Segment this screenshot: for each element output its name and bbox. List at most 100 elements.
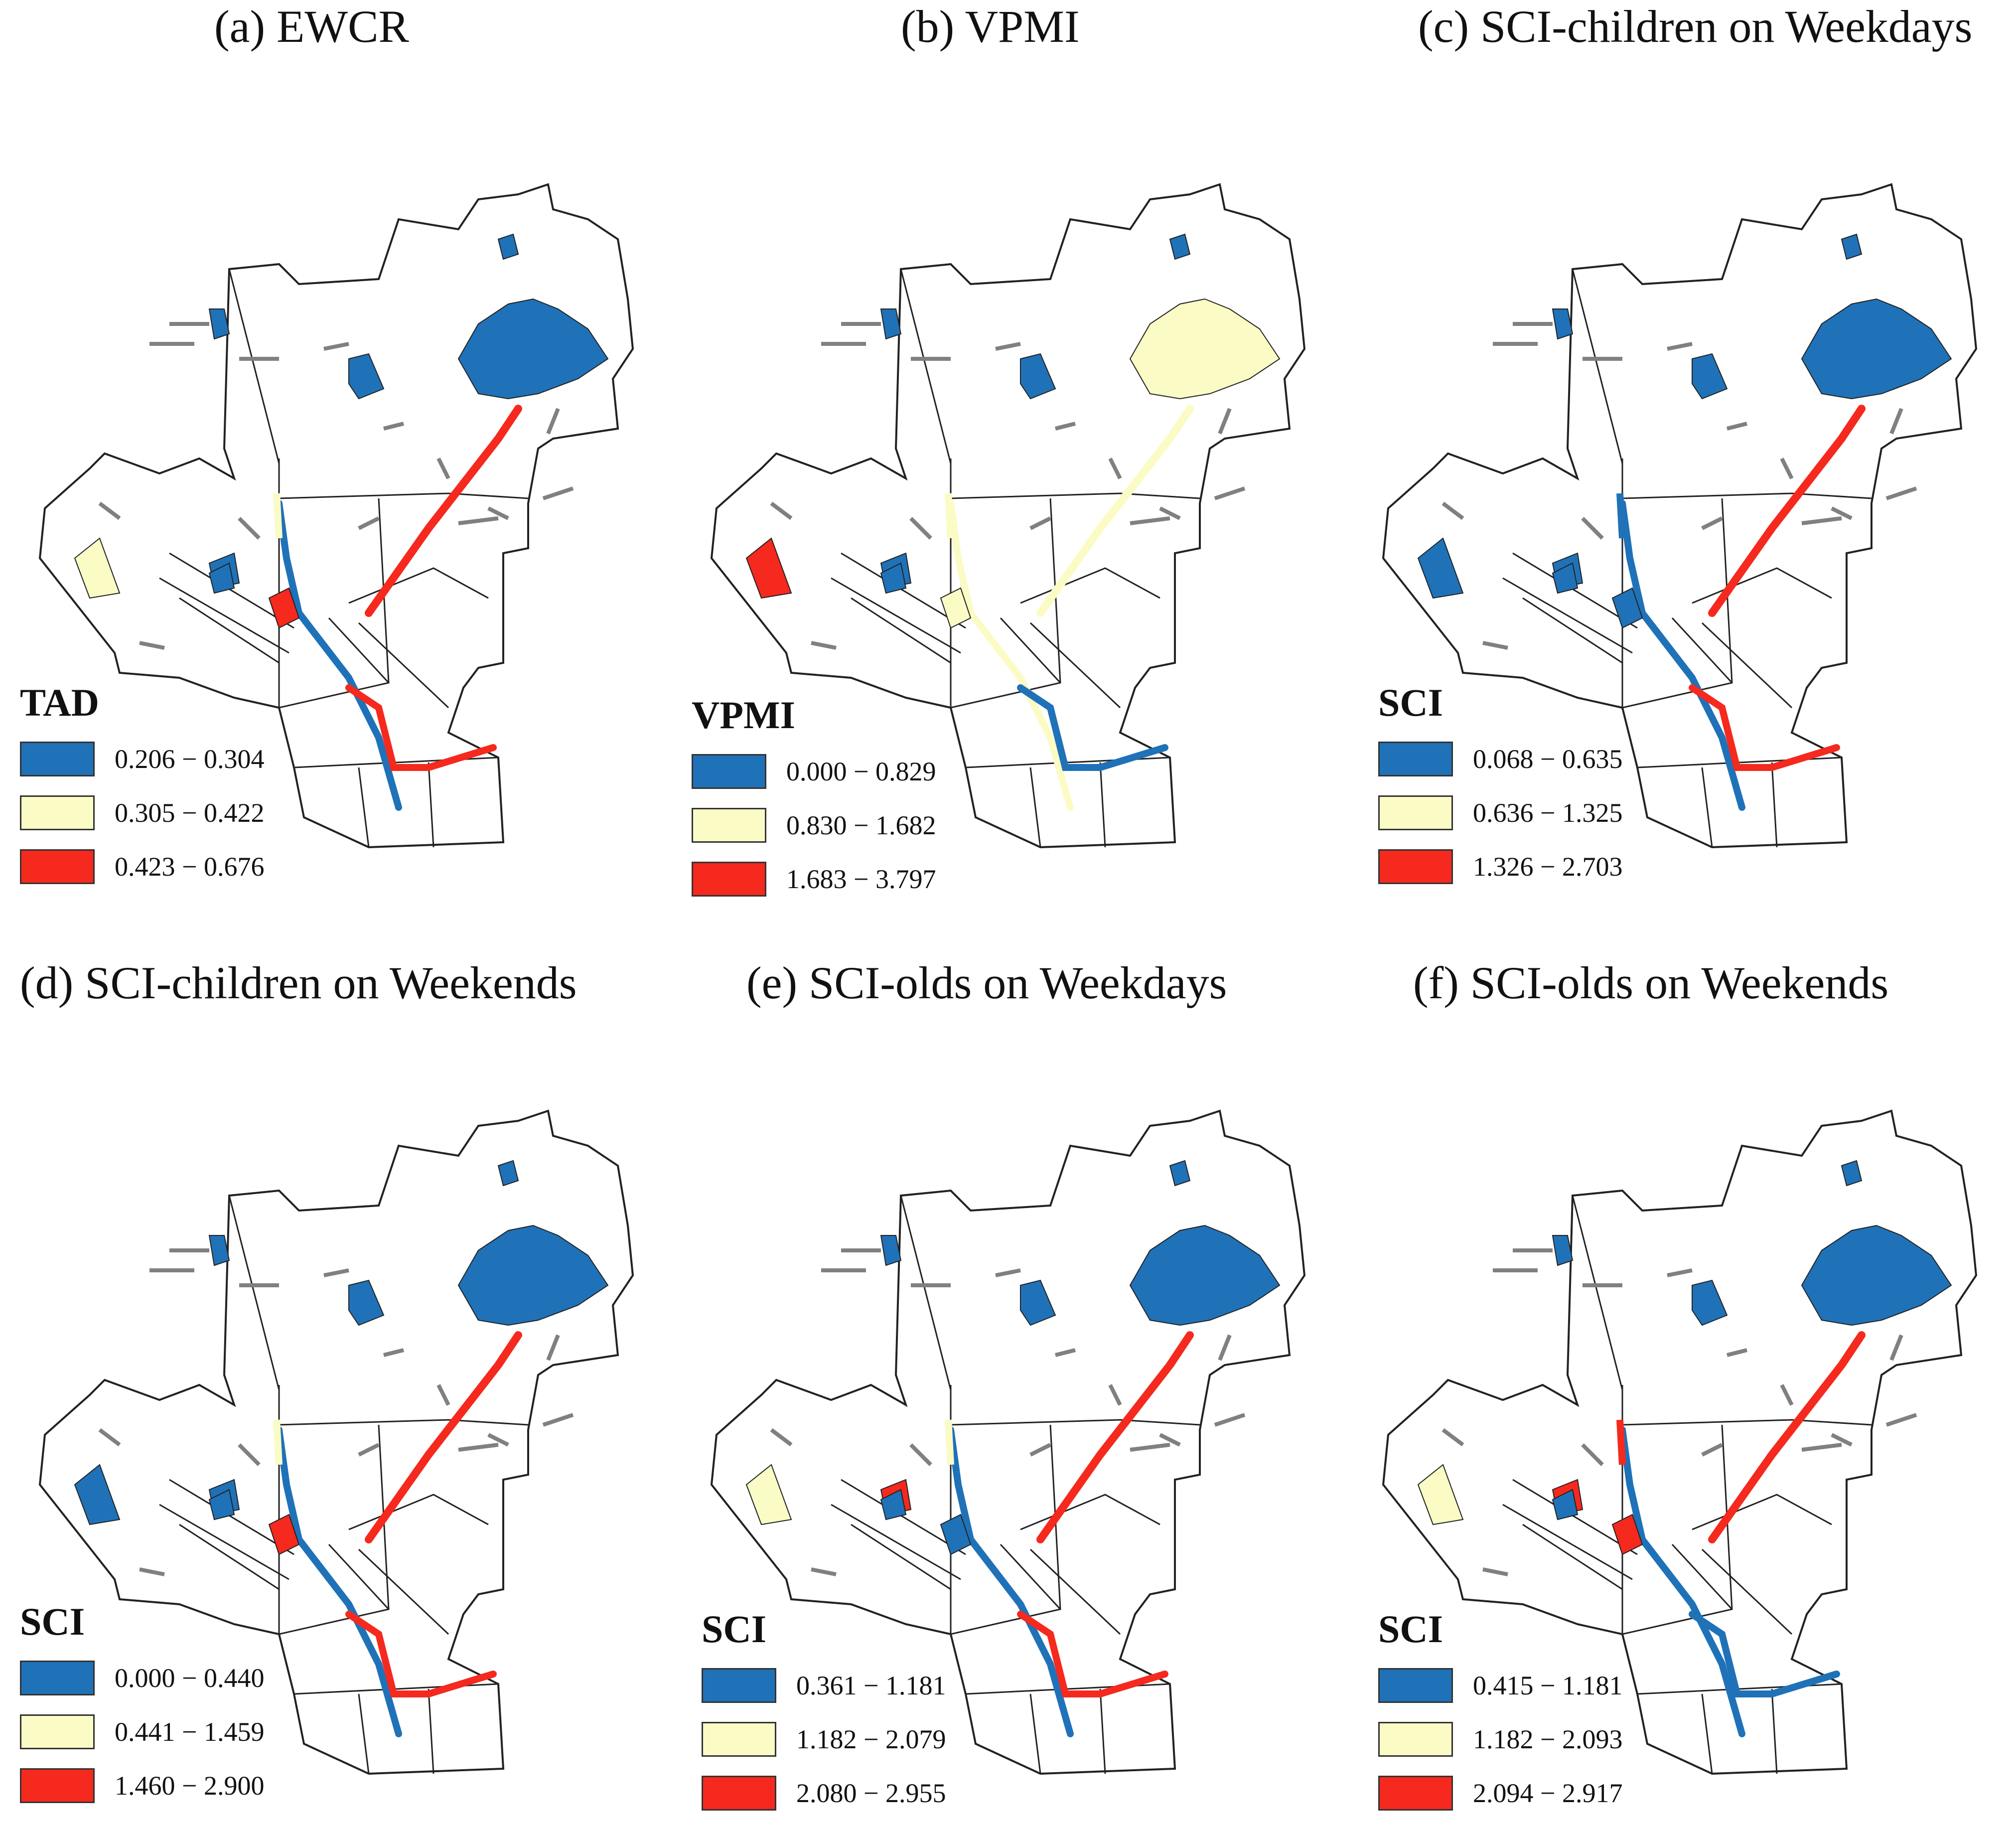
legend-item-low: 0.000 − 0.829 [692, 745, 936, 798]
legend-item-low: 0.415 − 1.181 [1378, 1659, 1622, 1712]
parcel-area [1692, 1279, 1728, 1326]
legend-swatch-high [692, 862, 766, 897]
west-area [745, 537, 792, 599]
park-area [1129, 298, 1281, 400]
map-layer [710, 1109, 1306, 1775]
north-segment [945, 493, 954, 539]
legend-swatch-mid [1378, 1722, 1453, 1757]
legend-label: 1.182 − 2.093 [1473, 1724, 1623, 1754]
south-road [345, 684, 497, 771]
minor-road [1108, 1384, 1122, 1406]
parcel-area [348, 1279, 385, 1326]
minor-road [358, 1443, 380, 1457]
south-road [1017, 1611, 1168, 1697]
central-area [1611, 587, 1643, 629]
map-panel-f: (f) SCI-olds on Weekends SCI 0.415 − 1.1… [1343, 916, 2015, 1833]
minor-road [1885, 486, 1917, 500]
corridor-road [1619, 1426, 1745, 1737]
legend-title: TAD [20, 681, 99, 724]
parcel-area [880, 308, 902, 340]
map-layer [710, 183, 1306, 849]
legend-swatch-high [20, 1768, 95, 1803]
legend-swatch-low [692, 754, 766, 789]
corridor-road [947, 500, 1074, 811]
parcel-area [1552, 308, 1574, 340]
panel-title: (f) SCI-olds on Weekends [1413, 957, 1889, 1008]
legend-label: 2.080 − 2.955 [796, 1778, 946, 1808]
legend-swatch-high [1378, 1776, 1453, 1811]
legend-swatch-low [20, 742, 95, 776]
central-area [268, 1514, 300, 1555]
minor-road [1441, 501, 1464, 520]
map-panel-c: (c) SCI-children on Weekdays SCI 0.068 −… [1343, 0, 2015, 916]
legend-label: 0.830 − 1.682 [786, 810, 936, 840]
minor-road [487, 506, 509, 520]
district-boundary [38, 183, 634, 849]
diagonal-road [365, 1331, 522, 1543]
legend-item-low: 0.068 − 0.635 [1378, 732, 1622, 786]
legend-item-mid: 1.182 − 2.093 [1378, 1712, 1622, 1766]
park-area [1129, 1224, 1281, 1326]
minor-road [1029, 516, 1051, 530]
parcel-area [497, 233, 519, 260]
minor-road [139, 641, 165, 650]
parcel-area [880, 1489, 907, 1521]
legend-label: 0.068 − 0.635 [1473, 744, 1623, 774]
legend-title: VPMI [692, 693, 795, 737]
legend-label: 1.683 − 3.797 [786, 864, 936, 894]
parcel-area [208, 1489, 235, 1521]
legend-label: 2.094 − 2.917 [1473, 1778, 1623, 1808]
minor-road [1885, 1413, 1917, 1427]
panel-title: (d) SCI-children on Weekends [20, 957, 577, 1008]
parcel-area [880, 1235, 902, 1266]
legend-item-mid: 0.636 − 1.325 [1378, 786, 1622, 840]
legend-label: 1.326 − 2.703 [1473, 852, 1623, 882]
minor-road [1214, 1413, 1246, 1427]
district-line [278, 1385, 529, 1426]
map-panel-e: (e) SCI-olds on Weekdays SCI 0.361 − 1.1… [672, 916, 1343, 1833]
panel-title: (c) SCI-children on Weekdays [1418, 1, 1973, 52]
panel-title: (e) SCI-olds on Weekdays [746, 957, 1227, 1008]
parcel-area [497, 1160, 519, 1187]
minor-road [98, 501, 121, 520]
map-panel-a: (a) EWCR TAD 0.206 − 0.304 0.305 − 0.422… [0, 0, 672, 916]
minor-road [1667, 342, 1693, 351]
minor-road [383, 1348, 404, 1357]
minor-road [542, 1413, 574, 1427]
legend-label: 0.423 − 0.676 [115, 852, 265, 882]
legend-item-low: 0.206 − 0.304 [20, 732, 264, 786]
minor-road [323, 342, 349, 351]
minor-road [1701, 516, 1723, 530]
legend-swatch-high [702, 1776, 776, 1811]
minor-road [1889, 1334, 1903, 1361]
minor-road [383, 422, 404, 431]
minor-road [436, 458, 450, 479]
minor-road [139, 1567, 165, 1576]
minor-road [1482, 641, 1508, 650]
minor-road [1218, 408, 1232, 435]
west-area [1417, 1464, 1464, 1526]
district-map [1382, 1109, 1978, 1775]
parcel-area [1841, 233, 1863, 260]
minor-road [323, 1268, 349, 1277]
minor-road [1780, 458, 1794, 479]
district-line [1572, 269, 1623, 464]
district-map [1382, 183, 1978, 849]
legend-title: SCI [1378, 681, 1443, 724]
minor-road [811, 1567, 837, 1576]
district-boundary [1382, 183, 1978, 849]
legend-swatch-high [20, 849, 95, 884]
minor-road [546, 408, 560, 435]
district-line [328, 1494, 489, 1635]
district-line [900, 1195, 952, 1390]
minor-road [546, 1334, 560, 1361]
district-line [831, 1479, 966, 1590]
map-layer [1382, 183, 1978, 849]
south-road [1689, 1611, 1840, 1697]
minor-road [1218, 1334, 1232, 1361]
minor-road [458, 516, 499, 525]
legend-label: 0.206 − 0.304 [115, 744, 265, 774]
legend-swatch-mid [20, 795, 95, 830]
minor-road [1727, 422, 1747, 431]
district-line [1000, 1494, 1160, 1635]
